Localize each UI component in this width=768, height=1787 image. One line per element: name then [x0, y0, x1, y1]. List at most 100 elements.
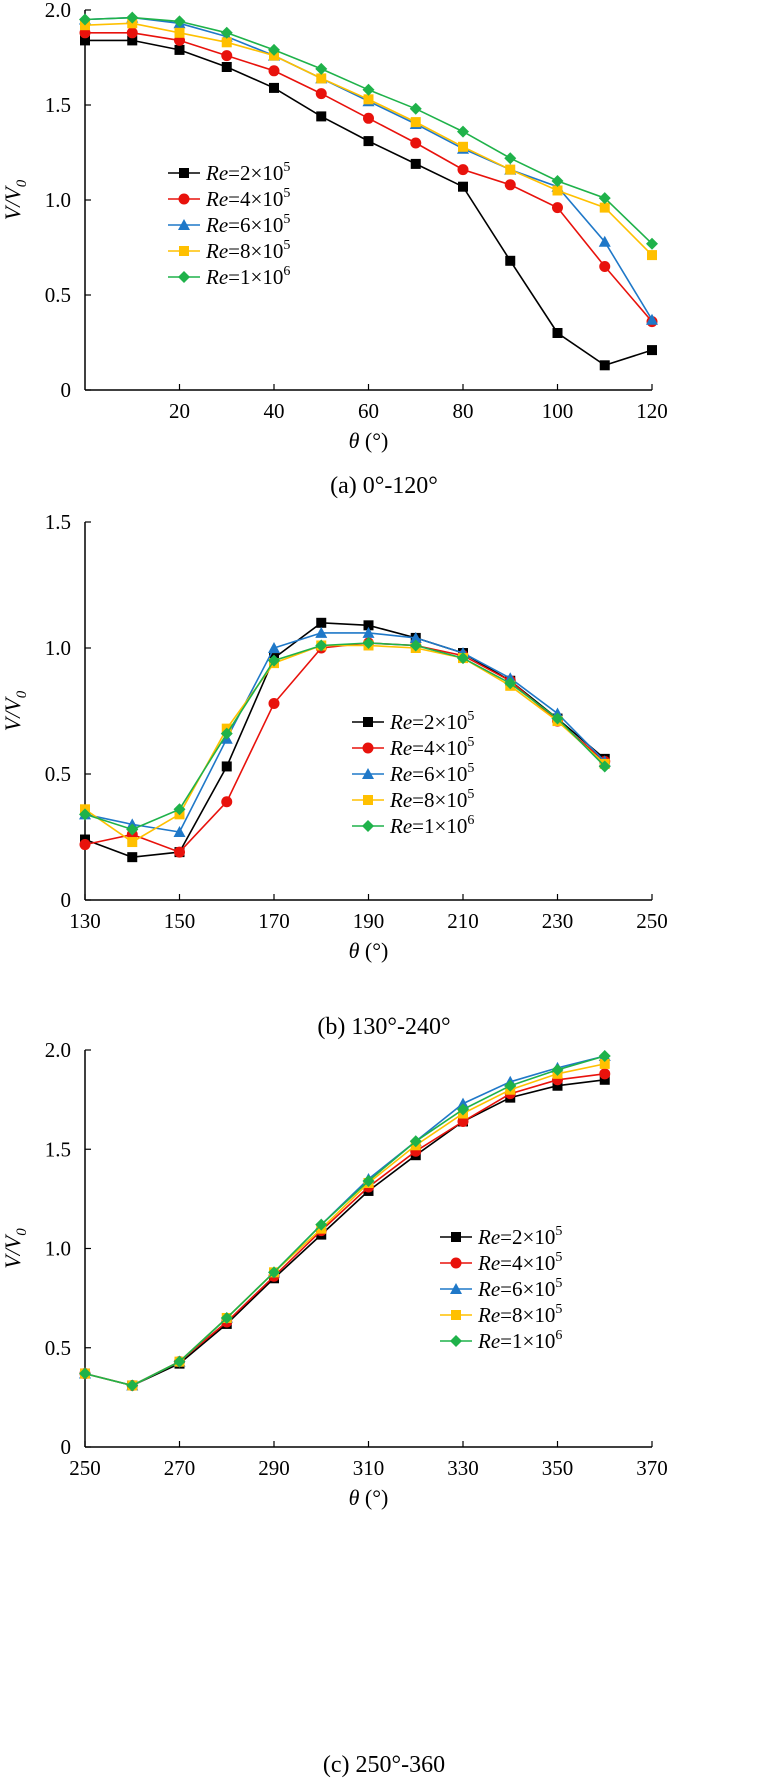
legend-label: Re=2×105	[477, 1224, 562, 1249]
legend-item: Re=4×105	[168, 186, 290, 211]
legend-label: Re=4×105	[389, 735, 474, 760]
series-line	[84, 16, 653, 245]
legend-item: Re=6×105	[168, 212, 290, 237]
legend-item: Re=1×106	[440, 1328, 562, 1353]
chart-c: 0 0.5 1.0 1.5 2.0 250 270 290 310 330 350 370 V/V0 θ …	[0, 1038, 668, 1778]
legend-item: Re=4×105	[440, 1250, 562, 1275]
series-line	[84, 1055, 606, 1387]
legend-item: Re=1×106	[168, 264, 290, 289]
legend-label: Re=4×105	[477, 1250, 562, 1275]
x-tick-label: 170	[258, 909, 290, 933]
data-point	[363, 136, 374, 147]
data-point	[221, 796, 233, 808]
y-tick-label: 0.5	[45, 762, 71, 786]
data-point	[598, 192, 611, 205]
data-point	[220, 26, 233, 39]
data-point	[220, 727, 233, 740]
data-point	[268, 65, 280, 77]
x-tick-label: 20	[169, 399, 190, 423]
data-point	[268, 1266, 280, 1279]
legend-marker	[362, 768, 374, 779]
data-point	[221, 761, 232, 772]
data-point	[316, 617, 327, 628]
data-point	[458, 181, 468, 192]
data-point	[362, 1175, 375, 1188]
data-point	[505, 164, 516, 175]
data-point	[551, 1063, 564, 1076]
legend-label: Re=1×106	[477, 1328, 562, 1353]
x-tick-label: 190	[353, 909, 385, 933]
data-point	[362, 636, 375, 649]
data-point	[221, 37, 232, 48]
data-point	[268, 697, 280, 709]
data-point	[174, 44, 185, 55]
legend-label: Re=1×106	[205, 264, 290, 289]
legend-item: Re=2×105	[440, 1224, 562, 1249]
data-point	[173, 803, 186, 816]
y-tick-label: 1.5	[45, 1137, 71, 1161]
legend-marker	[178, 271, 190, 283]
data-point	[126, 823, 139, 836]
data-point	[410, 137, 422, 149]
x-axis-label: θ (°)	[349, 938, 389, 963]
x-tick-label: 350	[542, 1456, 574, 1480]
series-line	[84, 1079, 605, 1387]
data-point	[79, 1367, 91, 1380]
data-point	[457, 164, 469, 176]
data-point	[79, 839, 91, 851]
legend-marker	[178, 219, 190, 230]
x-tick-label: 100	[542, 399, 574, 423]
data-point	[79, 808, 91, 821]
legend-marker	[451, 1310, 461, 1320]
data-point	[646, 313, 658, 325]
data-point	[315, 1218, 328, 1231]
legend-item: Re=8×105	[440, 1302, 562, 1327]
x-tick-label: 330	[447, 1456, 479, 1480]
data-point	[552, 185, 563, 196]
y-tick-label: 1.0	[45, 188, 71, 212]
data-point	[126, 11, 139, 24]
legend-item: Re=4×105	[352, 735, 474, 760]
legend-marker	[363, 795, 373, 805]
x-tick-label: 210	[447, 909, 479, 933]
data-point	[315, 88, 327, 100]
data-point	[315, 626, 328, 638]
legend-label: Re=8×105	[205, 238, 290, 263]
series-re1e6	[79, 11, 658, 250]
legend-label: Re=4×105	[205, 186, 290, 211]
data-point	[552, 1080, 563, 1091]
legend-marker	[451, 1232, 461, 1242]
chart-caption: (c) 250°-360	[323, 1752, 445, 1778]
data-point	[504, 1079, 517, 1092]
data-point	[409, 631, 422, 643]
y-axis-label: V/V0	[0, 690, 30, 731]
legend-marker	[363, 717, 373, 727]
series-re4e5	[79, 27, 658, 328]
data-point	[647, 250, 657, 261]
chart-b: 0 0.5 1.0 1.5 130 150 170 190 210 230 250 V/V0 θ (°)…	[0, 510, 668, 1040]
legend-label: Re=6×105	[205, 212, 290, 237]
chart-caption: (a) 0°-120°	[330, 473, 438, 499]
data-point	[599, 261, 611, 272]
data-point	[220, 1311, 233, 1324]
data-point	[552, 202, 563, 214]
data-point	[221, 62, 232, 72]
data-point	[174, 27, 185, 38]
y-tick-label: 1.0	[45, 636, 71, 660]
series-line	[84, 16, 653, 321]
legend-marker	[178, 193, 190, 205]
data-point	[599, 202, 610, 213]
legend-item: Re=2×105	[352, 709, 474, 734]
series-re6e5	[79, 626, 611, 837]
data-point	[409, 102, 422, 115]
y-tick-label: 2.0	[45, 1038, 71, 1062]
data-point	[646, 237, 658, 250]
y-tick-label: 0.5	[45, 283, 71, 307]
data-point	[504, 677, 517, 690]
legend-item: Re=8×105	[352, 787, 474, 812]
series-re4e5	[79, 637, 611, 858]
series-line	[84, 621, 606, 859]
data-point	[551, 175, 564, 187]
data-point	[363, 620, 374, 631]
